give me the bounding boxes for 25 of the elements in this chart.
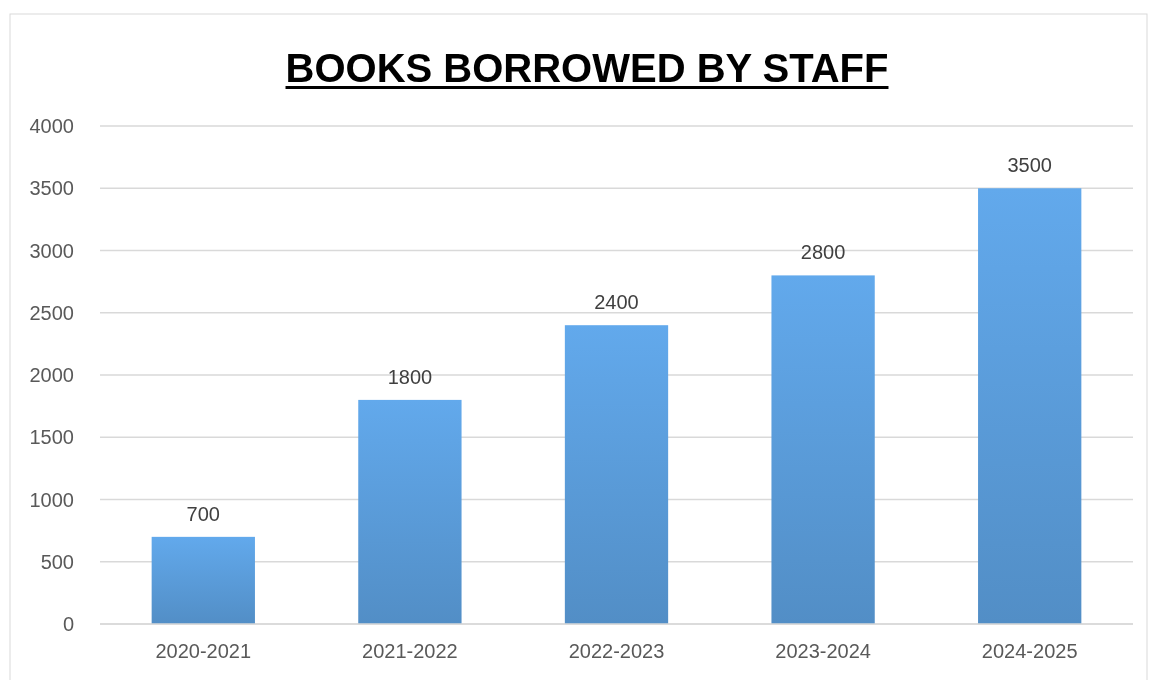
bar bbox=[978, 188, 1082, 624]
y-tick-label: 500 bbox=[40, 550, 74, 573]
y-tick-label: 0 bbox=[62, 613, 74, 635]
data-label: 1800 bbox=[387, 365, 433, 388]
data-label: 2400 bbox=[594, 291, 639, 314]
y-tick-label: 3000 bbox=[29, 239, 74, 262]
x-tick-label: 2023-2024 bbox=[775, 640, 871, 662]
y-tick-label: 4000 bbox=[29, 115, 74, 137]
chart-title: BOOKS BORROWED BY STAFF bbox=[285, 46, 889, 90]
y-tick-label: 1000 bbox=[29, 488, 74, 511]
bar bbox=[771, 275, 875, 624]
data-label: 2800 bbox=[800, 241, 846, 264]
bar bbox=[564, 325, 669, 624]
y-tick-label: 2000 bbox=[29, 364, 74, 386]
bar bbox=[151, 536, 255, 624]
x-tick-label: 2021-2022 bbox=[362, 640, 458, 662]
bar bbox=[358, 399, 462, 624]
x-tick-label: 2022-2023 bbox=[568, 640, 665, 662]
y-tick-label: 1500 bbox=[29, 426, 74, 449]
x-tick-label: 2020-2021 bbox=[155, 640, 252, 662]
data-label: 700 bbox=[186, 502, 220, 525]
data-label: 3500 bbox=[1007, 154, 1052, 177]
y-tick-label: 2500 bbox=[29, 301, 74, 324]
x-tick-label: 2024-2025 bbox=[981, 640, 1078, 662]
y-tick-label: 3500 bbox=[29, 177, 74, 200]
